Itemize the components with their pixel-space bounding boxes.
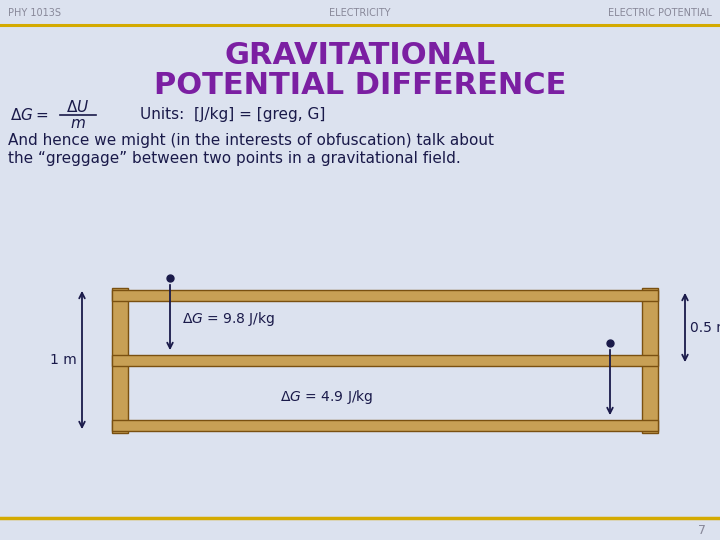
Bar	[642, 288, 658, 433]
Bar	[112, 355, 658, 366]
Text: POTENTIAL DIFFERENCE: POTENTIAL DIFFERENCE	[154, 71, 566, 99]
Bar	[112, 420, 658, 431]
Text: 0.5 m: 0.5 m	[690, 321, 720, 334]
Text: $\mathit{m}$: $\mathit{m}$	[70, 117, 86, 132]
Text: PHY 1013S: PHY 1013S	[8, 8, 61, 18]
Text: 7: 7	[698, 523, 706, 537]
Text: ELECTRIC POTENTIAL: ELECTRIC POTENTIAL	[608, 8, 712, 18]
Text: And hence we might (in the interests of obfuscation) talk about: And hence we might (in the interests of …	[8, 132, 494, 147]
Bar	[112, 288, 128, 433]
Text: 1 m: 1 m	[50, 353, 77, 367]
Text: $\mathit{\Delta G}$ = 9.8 J/kg: $\mathit{\Delta G}$ = 9.8 J/kg	[182, 310, 275, 328]
Text: Units:  [J/kg] = [greg, G]: Units: [J/kg] = [greg, G]	[140, 107, 325, 123]
Text: $\mathit{\Delta U}$: $\mathit{\Delta U}$	[66, 99, 90, 115]
Bar	[112, 290, 658, 301]
Text: $\mathit{\Delta G}$ = 4.9 J/kg: $\mathit{\Delta G}$ = 4.9 J/kg	[280, 388, 374, 407]
Text: GRAVITATIONAL: GRAVITATIONAL	[225, 40, 495, 70]
Text: the “greggage” between two points in a gravitational field.: the “greggage” between two points in a g…	[8, 151, 461, 165]
Text: $\mathit{\Delta G}=$: $\mathit{\Delta G}=$	[10, 107, 48, 123]
Text: ELECTRICITY: ELECTRICITY	[329, 8, 391, 18]
